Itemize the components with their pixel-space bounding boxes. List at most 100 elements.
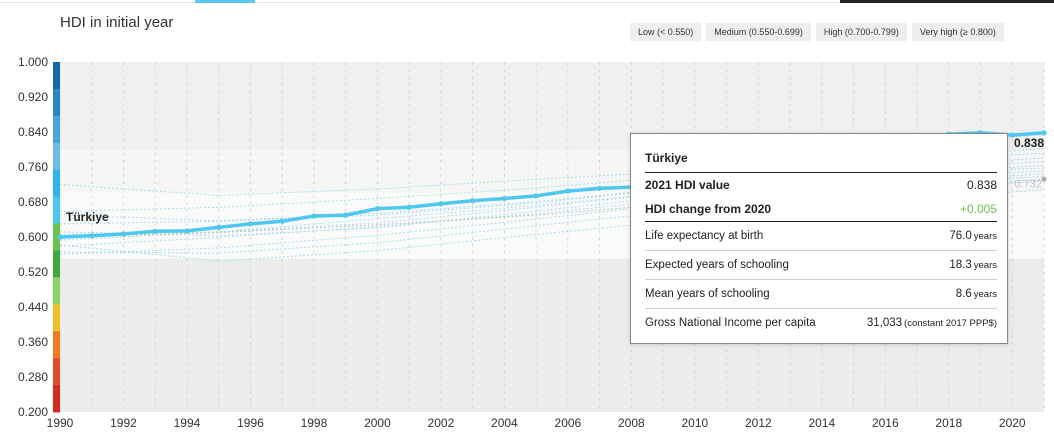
- tooltip-component-label: Expected years of schooling: [645, 259, 789, 271]
- tooltip-component-unit: years: [973, 231, 997, 242]
- color-scale-segment: [53, 250, 60, 278]
- y-tick-label: 0.200: [18, 405, 48, 419]
- y-tick-label: 0.600: [18, 230, 48, 244]
- color-scale-segment: [53, 385, 60, 413]
- highlight-series-point: [120, 231, 127, 237]
- x-tick-label: 2016: [872, 416, 899, 430]
- x-tick-label: 2012: [745, 416, 772, 430]
- x-tick-label: 2010: [681, 416, 708, 430]
- x-tick-label: 2006: [555, 416, 582, 430]
- color-scale-segment: [53, 115, 60, 144]
- country-tooltip: Türkiye 2021 HDI value 0.838 HDI change …: [630, 133, 1008, 344]
- color-scale-segment: [53, 358, 60, 386]
- hdi-category-legend: Low (< 0.550) Medium (0.550-0.699) High …: [630, 23, 1004, 41]
- tooltip-component-value: 8.6: [955, 288, 972, 300]
- color-scale-segment: [53, 331, 60, 359]
- x-tick-label: 2004: [491, 416, 518, 430]
- highlight-series-point: [374, 205, 381, 212]
- highlight-series-name-label: Türkiye: [66, 210, 109, 224]
- color-scale-segment: [53, 304, 60, 332]
- x-tick-label: 2000: [364, 416, 391, 430]
- tooltip-component-label: Mean years of schooling: [645, 288, 770, 300]
- tooltip-component-label: Life expectancy at birth: [645, 230, 764, 242]
- color-scale-segment: [53, 88, 60, 117]
- active-tab-indicator: [195, 0, 255, 3]
- y-tick-label: 0.280: [18, 370, 48, 384]
- highlight-series-point: [438, 201, 444, 207]
- comparison-series-line: [59, 148, 1045, 213]
- y-tick-label: 0.840: [18, 125, 48, 139]
- section-title: HDI in initial year: [60, 14, 174, 31]
- color-scale-segment: [53, 142, 60, 171]
- comparison-series-line: [59, 157, 1045, 225]
- color-scale-segment: [53, 196, 60, 225]
- tooltip-mean-schooling-row: Mean years of schooling 8.6 years: [645, 280, 997, 309]
- tooltip-component-label: Gross National Income per capita: [645, 317, 816, 329]
- x-tick-label: 1994: [174, 416, 201, 430]
- x-tick-label: 1992: [110, 416, 137, 430]
- comparison-series-line: [59, 167, 1045, 222]
- tooltip-gni-row: Gross National Income per capita 31,033(…: [645, 309, 997, 337]
- legend-medium[interactable]: Medium (0.550-0.699): [706, 23, 811, 41]
- tooltip-component-unit: years: [973, 289, 997, 300]
- x-tick-label: 2018: [935, 416, 962, 430]
- tooltip-life-expectancy-row: Life expectancy at birth 76.0 years: [645, 222, 997, 251]
- reference-series-end-label: 0.732: [1014, 178, 1042, 190]
- color-scale-segment: [53, 223, 60, 251]
- reference-series-line: [59, 178, 1045, 238]
- y-tick-label: 0.920: [18, 90, 48, 104]
- legend-low[interactable]: Low (< 0.550): [630, 23, 702, 41]
- highlight-series-point: [89, 233, 95, 239]
- tooltip-country-name: Türkiye: [645, 144, 997, 173]
- highlight-series-point: [1009, 132, 1015, 138]
- tooltip-component-unit: years: [973, 260, 997, 271]
- highlight-series-point: [1041, 130, 1047, 136]
- x-tick-label: 2008: [618, 416, 645, 430]
- x-tick-label: 2020: [999, 416, 1026, 430]
- highlight-series-point: [406, 204, 412, 210]
- tooltip-component-value: 76.0: [949, 230, 972, 242]
- highlight-series-point: [152, 228, 158, 234]
- color-scale-segment: [53, 169, 60, 198]
- x-tick-label: 2014: [808, 416, 835, 430]
- y-tick-label: 0.520: [18, 265, 48, 279]
- highlight-series-point: [247, 221, 254, 227]
- tooltip-hdi-value-row: 2021 HDI value 0.838: [645, 173, 997, 197]
- x-tick-label: 1990: [47, 416, 74, 430]
- highlight-series-point: [343, 212, 349, 218]
- highlight-series-point: [57, 234, 63, 240]
- tooltip-component-value: 31,033: [866, 317, 903, 329]
- tooltip-component-unit: (constant 2017 PPP$): [904, 318, 997, 329]
- highlight-series-point: [279, 218, 285, 224]
- highlight-series-point: [470, 198, 476, 204]
- tooltip-hdi-value: 0.838: [966, 178, 997, 192]
- x-tick-label: 1996: [237, 416, 264, 430]
- highlight-series-end-label: 0.838: [1014, 136, 1044, 150]
- tooltip-hdi-change-row: HDI change from 2020 +0.005: [645, 197, 997, 222]
- comparison-series-line: [59, 152, 1045, 196]
- y-tick-label: 0.680: [18, 195, 48, 209]
- comparison-series-line: [59, 170, 1045, 241]
- tab-underline: [840, 0, 1054, 3]
- tooltip-component-value: 18.3: [949, 259, 972, 271]
- tooltip-hdi-change-label: HDI change from 2020: [645, 202, 772, 216]
- tooltip-hdi-change: +0.005: [959, 202, 997, 216]
- y-tick-label: 0.760: [18, 160, 48, 174]
- highlight-series-point: [597, 185, 603, 192]
- top-rule: [0, 2, 1054, 3]
- highlight-series-point: [311, 213, 317, 219]
- legend-high[interactable]: High (0.700-0.799): [815, 23, 907, 41]
- x-tick-label: 1998: [301, 416, 328, 430]
- highlight-series-point: [216, 224, 222, 230]
- y-tick-label: 0.360: [18, 335, 48, 349]
- legend-very-high[interactable]: Very high (≥ 0.800): [911, 23, 1004, 41]
- tooltip-hdi-value-label: 2021 HDI value: [645, 178, 730, 192]
- highlight-series-point: [501, 195, 507, 202]
- color-scale-segment: [53, 62, 60, 90]
- y-tick-label: 1.000: [18, 55, 48, 69]
- highlight-series-point: [565, 188, 571, 194]
- y-tick-label: 0.440: [18, 300, 48, 314]
- tooltip-expected-schooling-row: Expected years of schooling 18.3 years: [645, 251, 997, 280]
- highlight-series-point: [533, 193, 539, 199]
- comparison-series-line: [59, 173, 1045, 247]
